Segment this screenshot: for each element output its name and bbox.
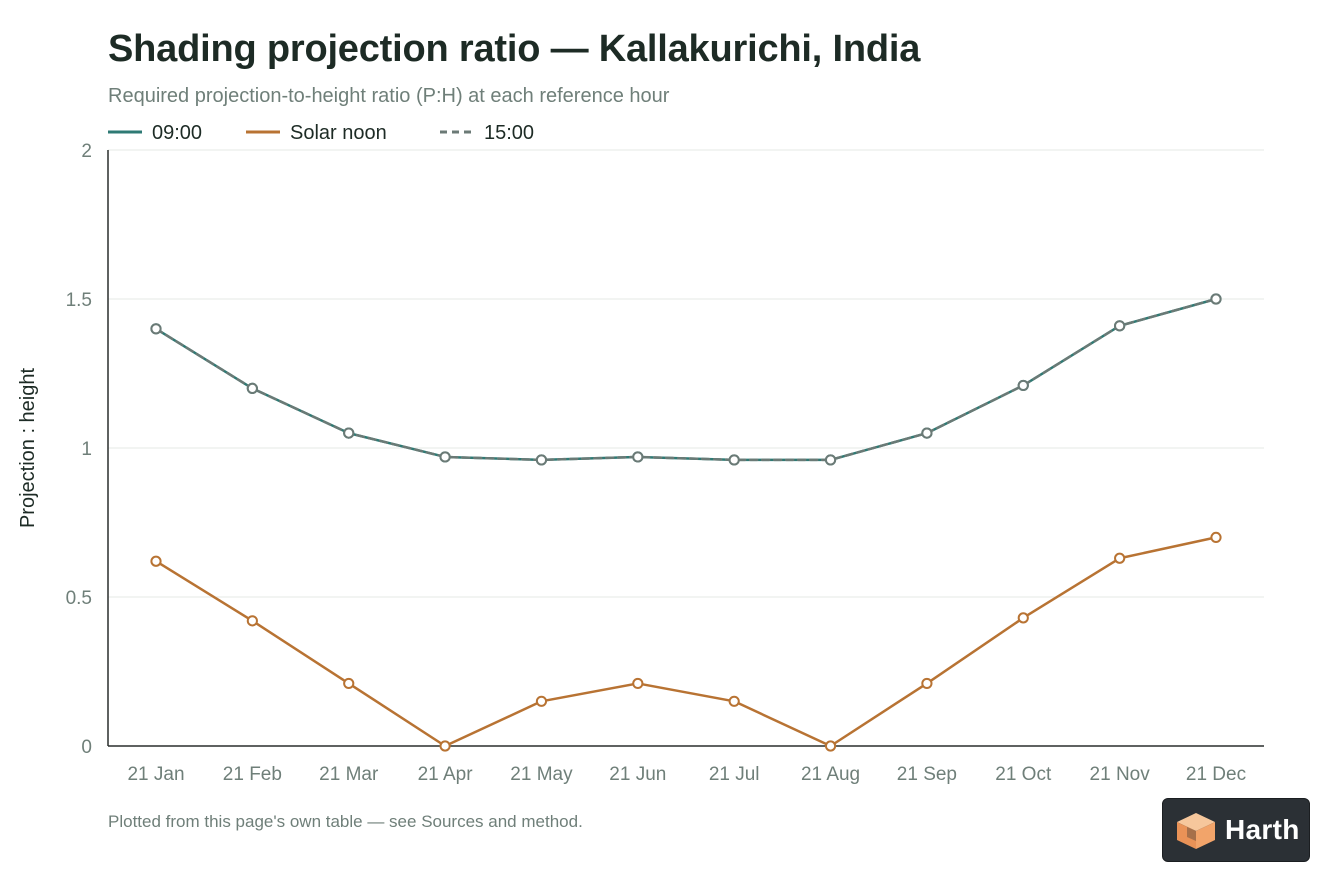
legend-label: Solar noon — [290, 122, 387, 144]
x-tick-label: 21 Dec — [1186, 764, 1246, 785]
data-point-1 — [728, 695, 740, 707]
data-point-2 — [343, 427, 355, 439]
data-point-2 — [439, 451, 451, 463]
data-point-1 — [824, 740, 837, 752]
brand-name: Harth — [1225, 814, 1300, 845]
data-point-2 — [728, 454, 740, 466]
x-tick-label: 21 May — [510, 764, 573, 785]
data-point-2 — [246, 382, 258, 394]
data-point-1 — [150, 555, 162, 567]
data-point-1 — [632, 677, 644, 690]
x-tick-label: 21 Aug — [801, 764, 860, 785]
data-point-1 — [1210, 531, 1222, 544]
data-point-1 — [246, 615, 258, 627]
y-tick-label: 2 — [81, 141, 92, 162]
x-tick-label: 21 Jan — [127, 764, 184, 785]
data-point-2 — [535, 454, 548, 466]
data-point-1 — [921, 677, 933, 690]
y-tick-label: 1 — [81, 439, 92, 460]
series-line-0 — [154, 297, 1218, 462]
data-point-1 — [439, 740, 451, 752]
data-point-2 — [1017, 379, 1029, 392]
x-tick-label: 21 Oct — [995, 764, 1052, 785]
data-point-2 — [921, 427, 933, 439]
data-point-2 — [1114, 320, 1126, 332]
x-tick-label: 21 Apr — [418, 764, 474, 785]
x-tick-label: 21 Jun — [609, 764, 666, 785]
data-point-2 — [1210, 293, 1222, 305]
y-axis-label: Projection : height — [17, 368, 39, 529]
data-point-1 — [1114, 552, 1126, 564]
brand-badge[interactable]: Harth — [1162, 798, 1310, 862]
y-tick-label: 1.5 — [66, 290, 92, 311]
data-point-1 — [535, 695, 548, 707]
x-tick-label: 21 Sep — [897, 764, 957, 785]
y-tick-label: 0 — [81, 737, 92, 758]
series-line-2 — [154, 297, 1218, 462]
legend-label: 15:00 — [484, 122, 534, 144]
data-point-1 — [343, 677, 355, 690]
cube-icon — [1177, 813, 1215, 849]
legend-label: 09:00 — [152, 122, 202, 144]
x-tick-label: 21 Jul — [709, 764, 760, 785]
data-point-1 — [1017, 612, 1029, 624]
chart-title: Shading projection ratio — Kallakurichi,… — [108, 28, 921, 70]
data-point-2 — [632, 451, 644, 463]
y-tick-label: 0.5 — [66, 588, 92, 609]
series-line-1 — [154, 536, 1218, 748]
data-point-2 — [824, 454, 837, 466]
x-tick-label: 21 Feb — [223, 764, 282, 785]
x-tick-label: 21 Mar — [319, 764, 379, 785]
x-tick-label: 21 Nov — [1090, 764, 1151, 785]
data-point-2 — [150, 323, 162, 335]
chart-subtitle: Required projection-to-height ratio (P:H… — [108, 85, 670, 107]
chart-footnote: Plotted from this page's own table — see… — [108, 812, 583, 831]
